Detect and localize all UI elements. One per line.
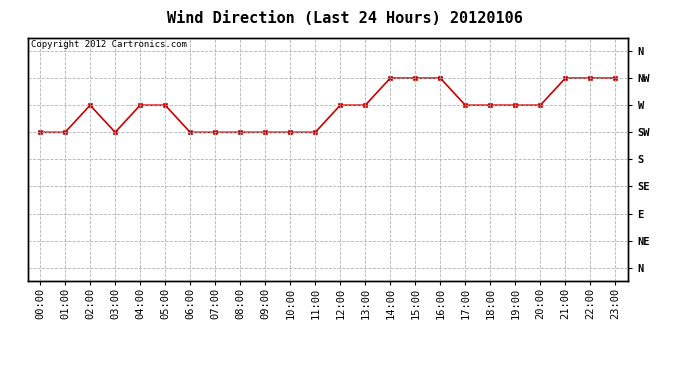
Text: Wind Direction (Last 24 Hours) 20120106: Wind Direction (Last 24 Hours) 20120106 — [167, 11, 523, 26]
Text: Copyright 2012 Cartronics.com: Copyright 2012 Cartronics.com — [30, 40, 186, 49]
